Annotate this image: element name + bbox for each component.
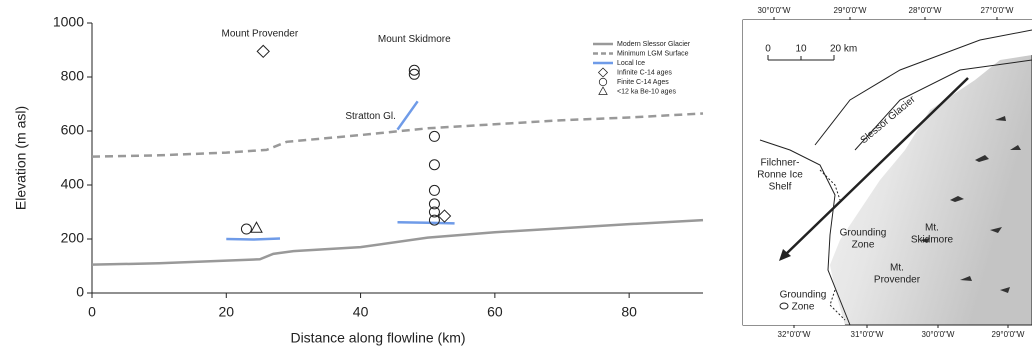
ice-shelf-label: Ronne Ice: [757, 170, 803, 181]
map: 30°0'0"W 29°0'0"W 28°0'0"W 27°0'0"W 32°0'0"W…: [743, 6, 1032, 339]
mountain-label: Skidmore: [911, 235, 954, 246]
grounding-zone-label: Grounding: [840, 228, 887, 239]
scale-label: 10: [795, 44, 807, 55]
y-tick-label: 600: [61, 122, 85, 138]
grounding-zone-label: Grounding: [780, 290, 827, 301]
legend-label: <12 ka Be-10 ages: [617, 88, 676, 95]
mountain-label: Provender: [874, 275, 921, 286]
legend-marker: [599, 68, 608, 77]
legend-label: Local Ice: [617, 60, 645, 67]
grounding-zone-label: Zone: [792, 302, 815, 313]
y-tick-label: 0: [76, 284, 84, 300]
triangle-marker: [251, 222, 262, 232]
ice-shelf-label: Filchner-: [761, 158, 800, 169]
series-line: [226, 101, 454, 239]
mountain-label: Mt.: [890, 263, 904, 274]
circle-marker: [241, 224, 251, 234]
series-line: [92, 113, 703, 156]
annotation: Stratton Gl.: [345, 111, 396, 122]
scale-label: 0: [765, 44, 771, 55]
map-bottom-tick: 29°0'0"W: [992, 330, 1025, 339]
series-line: [92, 220, 703, 265]
legend-label: Infinite C-14 ages: [617, 69, 672, 76]
annotation: Mount Skidmore: [378, 34, 451, 45]
page: {"chart_data": {"type": "line", "xlabel"…: [0, 0, 1032, 350]
x-tick-label: 20: [218, 304, 234, 320]
ice-shelf-label: Shelf: [769, 182, 792, 193]
y-tick-label: 800: [61, 68, 85, 84]
figure: Distance along flowline (km) Elevation (…: [0, 0, 1032, 350]
map-bottom-tick: 30°0'0"W: [922, 330, 955, 339]
y-tick-label: 200: [61, 230, 85, 246]
map-top-tick: 28°0'0"W: [909, 6, 942, 15]
legend-label: Finite C-14 Ages: [617, 79, 669, 86]
legend-marker: [599, 78, 607, 86]
map-bottom-tick: 31°0'0"W: [851, 330, 884, 339]
circle-marker: [429, 131, 439, 141]
map-bottom-tick: 32°0'0"W: [778, 330, 811, 339]
y-tick-label: 1000: [53, 14, 84, 30]
scale-label: 20 km: [830, 44, 857, 55]
diamond-marker: [257, 45, 269, 57]
x-tick-label: 80: [621, 304, 637, 320]
legend-label: Modern Slessor Glacier: [617, 41, 691, 48]
y-tick-label: 400: [61, 176, 85, 192]
map-top-tick: 29°0'0"W: [834, 6, 867, 15]
map-top-tick: 30°0'0"W: [758, 6, 791, 15]
x-tick-label: 40: [353, 304, 369, 320]
y-label: Elevation (m asl): [13, 106, 29, 210]
legend-marker: [599, 87, 607, 95]
x-tick-label: 60: [487, 304, 503, 320]
grounding-zone-label: Zone: [852, 240, 875, 251]
legend-label: Minimum LGM Surface: [617, 50, 689, 57]
mountain-label: Mt.: [925, 223, 939, 234]
map-top-tick: 27°0'0"W: [981, 6, 1014, 15]
circle-marker: [429, 160, 439, 170]
circle-marker: [429, 185, 439, 195]
diamond-marker: [439, 210, 451, 222]
x-tick-label: 0: [88, 304, 96, 320]
annotation: Mount Provender: [221, 28, 298, 39]
x-label: Distance along flowline (km): [290, 330, 465, 346]
